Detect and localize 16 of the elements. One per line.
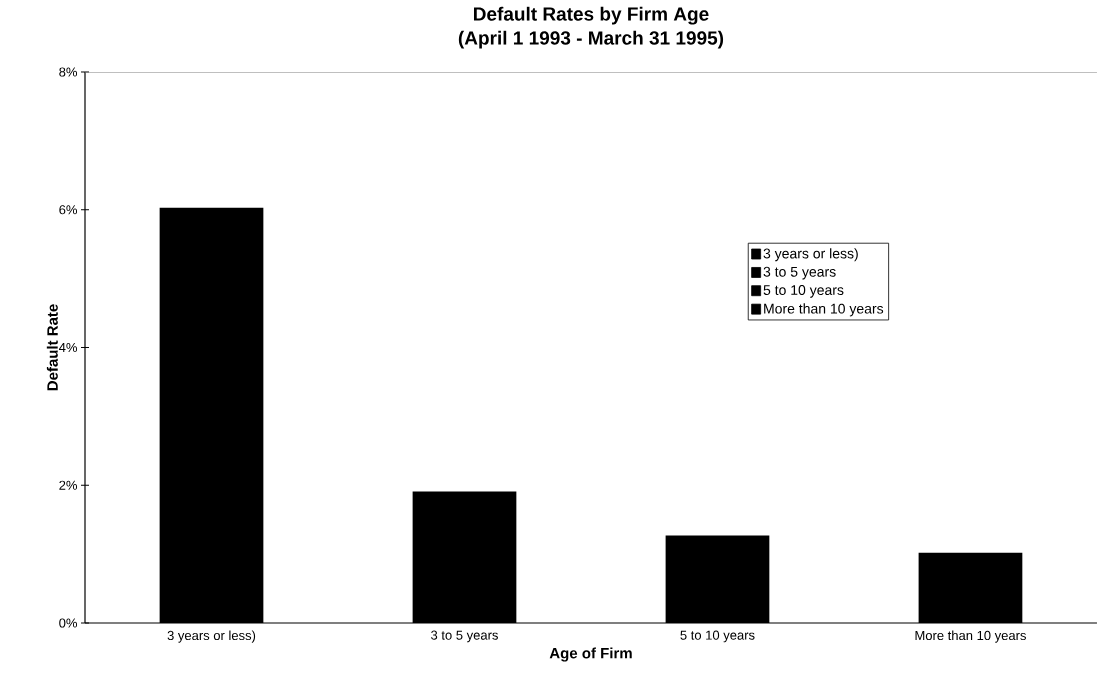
- chart-title: Default Rates by Firm Age (April 1 1993 - March 31 1995): [458, 6, 724, 49]
- y-tick-label: 4%: [58, 342, 78, 353]
- x-tick-label: More than 10 years: [915, 630, 1026, 643]
- y-tick-label: 2%: [59, 480, 78, 490]
- legend-label: 3 to 5 years: [763, 266, 836, 280]
- y-tick-label: 8%: [59, 67, 78, 77]
- x-tick-label: 3 years or less): [167, 630, 256, 643]
- y-tick-label: 0%: [59, 618, 78, 628]
- legend-label: 3 years or less): [763, 248, 858, 262]
- x-tick-label: 5 to 10 years: [680, 630, 755, 643]
- x-axis-title: Age of Firm: [549, 647, 632, 662]
- legend-label: More than 10 years: [764, 303, 884, 317]
- x-tick-label: 3 to 5 years: [431, 630, 498, 643]
- y-tick-label: 6%: [59, 205, 78, 215]
- y-axis-title: Default Rate: [46, 304, 58, 391]
- legend-label: 5 to 10 years: [763, 285, 844, 298]
